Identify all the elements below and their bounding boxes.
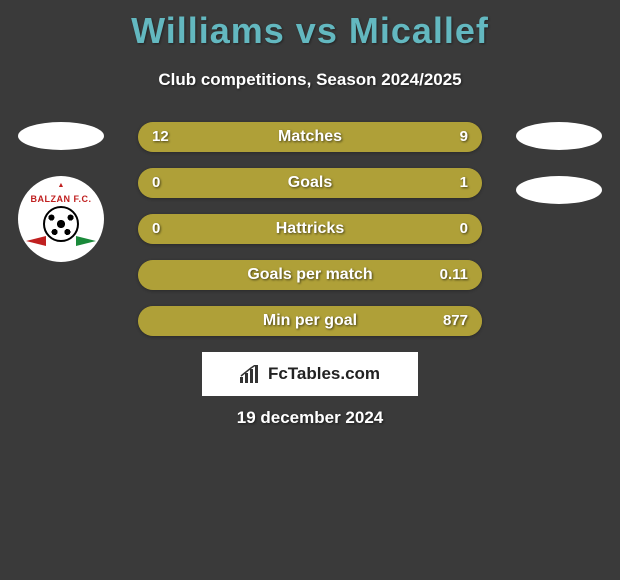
- brand-text: FcTables.com: [268, 364, 380, 384]
- balzan-logo-text: BALZAN F.C.: [31, 194, 92, 204]
- stat-label: Min per goal: [138, 306, 482, 336]
- stat-value-right: 0.11: [440, 260, 468, 290]
- stat-row: Goals per match0.11: [138, 260, 482, 290]
- stat-label: Goals: [138, 168, 482, 198]
- comparison-title: Williams vs Micallef: [0, 0, 620, 52]
- comparison-subtitle: Club competitions, Season 2024/2025: [0, 70, 620, 90]
- stat-value-right: 877: [443, 306, 468, 336]
- stats-bars: 12Matches90Goals10Hattricks0Goals per ma…: [138, 122, 482, 352]
- stat-label: Matches: [138, 122, 482, 152]
- stat-value-right: 1: [460, 168, 468, 198]
- snapshot-date: 19 december 2024: [0, 408, 620, 428]
- stat-row: 0Goals1: [138, 168, 482, 198]
- balzan-fc-logo: ▲ BALZAN F.C.: [18, 176, 104, 262]
- stat-label: Hattricks: [138, 214, 482, 244]
- stat-row: 12Matches9: [138, 122, 482, 152]
- right-team-logos: [516, 122, 602, 230]
- stat-row: 0Hattricks0: [138, 214, 482, 244]
- team-logo-placeholder: [516, 122, 602, 150]
- stat-row: Min per goal877: [138, 306, 482, 336]
- stat-value-right: 0: [460, 214, 468, 244]
- bar-chart-icon: [240, 365, 262, 383]
- stat-label: Goals per match: [138, 260, 482, 290]
- team-logo-placeholder: [18, 122, 104, 150]
- left-team-logos: ▲ BALZAN F.C.: [18, 122, 104, 262]
- balzan-wings-icon: [26, 236, 96, 250]
- stat-value-right: 9: [460, 122, 468, 152]
- balzan-crest-icon: ▲: [58, 182, 65, 189]
- team-logo-placeholder: [516, 176, 602, 204]
- fctables-watermark: FcTables.com: [202, 352, 418, 396]
